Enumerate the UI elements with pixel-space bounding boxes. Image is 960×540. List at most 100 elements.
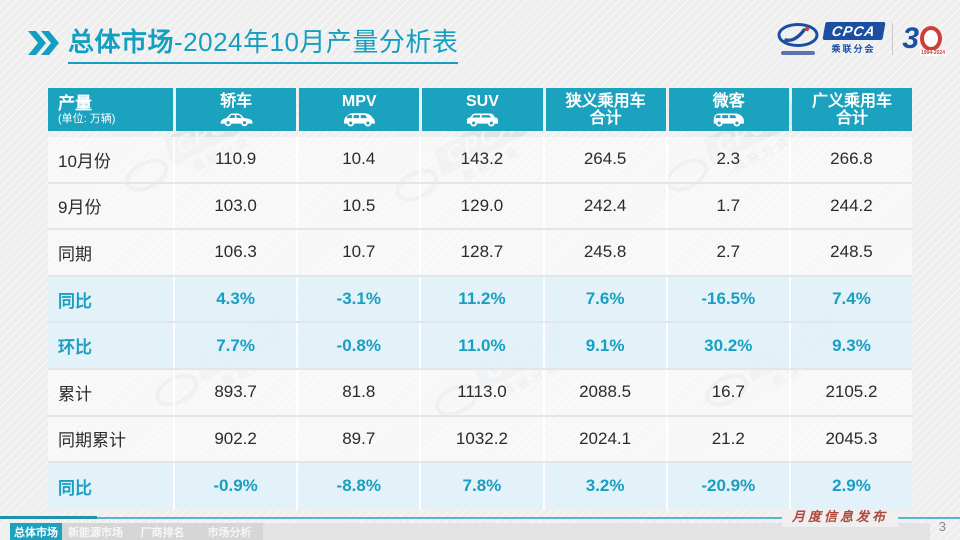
table-cell: 143.2	[419, 137, 543, 182]
cpca-badge-subtitle: 乘联分会	[831, 44, 876, 54]
table-row: 同比 4.3% -3.1% 11.2% 7.6% -16.5% 7.4%	[48, 276, 913, 324]
mpv-icon	[341, 111, 378, 127]
table-cell: 3.2%	[542, 463, 666, 510]
table-cell: -3.1%	[296, 276, 420, 322]
table-cell: -8.8%	[296, 463, 420, 510]
table-cell: 9.3%	[788, 323, 913, 368]
table-cell: -0.8%	[296, 323, 420, 368]
table-cell: 11.2%	[419, 276, 543, 322]
table-row: 同比 -0.9% -8.8% 7.8% 3.2% -20.9% 2.9%	[48, 463, 913, 510]
page-title-prefix: 总体市场	[68, 27, 175, 57]
row-label: 同比	[48, 276, 173, 322]
table-cell: 81.8	[296, 369, 420, 415]
table-cell: 9.1%	[542, 323, 666, 368]
row-label: 环比	[48, 323, 173, 368]
table-cell: -16.5%	[665, 276, 789, 322]
table-row: 累计 893.7 81.8 1113.0 2088.5 16.7 2105.2	[48, 369, 913, 417]
page-number: 3	[938, 519, 946, 534]
table-cell: 7.8%	[419, 463, 543, 510]
microvan-icon	[710, 111, 747, 127]
footer-tab-bar: 总体市场 新能源市场 厂商排名 市场分析	[10, 523, 930, 540]
table-cell: 2.7	[665, 230, 789, 275]
swoosh-oval-icon	[777, 22, 819, 47]
anniversary-digit-3: 3	[902, 21, 919, 55]
column-header-label: SUV	[465, 92, 499, 110]
table-cell: 103.0	[173, 183, 297, 229]
table-cell: 2.9%	[788, 463, 913, 510]
table-cell: 2088.5	[542, 369, 666, 415]
table-cell: 244.2	[788, 183, 913, 229]
footer-rule-accent	[0, 516, 97, 519]
table-header-row: 产量 (单位: 万辆) 轿车 MPV SUV 狭义乘用车 合计 微客 广义乘用车 合计	[48, 88, 913, 131]
column-header: 微客	[668, 88, 789, 131]
table-cell: 106.3	[173, 230, 297, 275]
table-cell: 7.6%	[542, 276, 666, 322]
page-title: 总体市场-2024年10月产量分析表	[68, 22, 459, 64]
column-header: SUV	[422, 88, 543, 131]
table-cell: 2045.3	[788, 416, 913, 462]
column-header-label: 狭义乘用车	[565, 92, 646, 110]
row-label: 同期	[48, 230, 173, 275]
footer-tab-filler	[263, 523, 930, 540]
table-cell: 10.7	[296, 230, 420, 275]
table-cell: 89.7	[296, 416, 420, 462]
table-cell: 2105.2	[788, 369, 913, 415]
table-cell: 16.7	[665, 369, 789, 415]
slide-header: 总体市场-2024年10月产量分析表	[26, 22, 459, 64]
footer-tab-4[interactable]: 市场分析	[196, 523, 263, 540]
table-row: 同期 106.3 10.7 128.7 245.8 2.7 248.5	[48, 230, 913, 277]
column-header: 轿车	[176, 88, 297, 131]
footer-tab-1[interactable]: 总体市场	[10, 523, 62, 540]
production-table: 产量 (单位: 万辆) 轿车 MPV SUV 狭义乘用车 合计 微客 广义乘用车 合计 10月…	[48, 88, 913, 510]
table-cell: 242.4	[542, 183, 666, 229]
table-cell: 11.0%	[419, 323, 543, 368]
anniversary-30-logo: 3 1994-2024	[902, 21, 946, 56]
table-cell: 1.7	[665, 183, 789, 229]
table-cell: 7.4%	[788, 276, 913, 322]
column-header-label: MPV	[341, 92, 377, 110]
suv-icon	[464, 111, 501, 127]
table-cell: 30.2%	[665, 323, 789, 368]
row-label: 同期累计	[48, 416, 173, 462]
table-cell: 129.0	[419, 183, 543, 229]
row-label: 9月份	[48, 183, 173, 229]
corner-unit: (单位: 万辆)	[58, 112, 116, 125]
footer-tab-2[interactable]: 新能源市场	[62, 523, 129, 540]
cpca-oval-logo	[777, 22, 819, 55]
table-cell: 266.8	[788, 137, 913, 182]
table-cell: 128.7	[419, 230, 543, 275]
table-cell: 2024.1	[542, 416, 666, 462]
table-body: 10月份 110.9 10.4 143.2 264.5 2.3 266.8 9月份 103.0 1…	[48, 137, 913, 510]
table-cell: 1032.2	[419, 416, 543, 462]
column-header: MPV	[299, 88, 420, 131]
cpca-badge: CPCA	[822, 22, 885, 40]
table-cell: 264.5	[542, 137, 666, 182]
table-cell: 7.7%	[173, 323, 297, 368]
double-chevron-icon	[26, 31, 60, 55]
table-cell: 10.4	[296, 137, 420, 182]
table-cell: 1113.0	[419, 369, 543, 415]
column-header: 狭义乘用车 合计	[545, 88, 666, 131]
table-cell: 4.3%	[173, 276, 297, 322]
row-label: 同比	[48, 463, 173, 510]
table-cell: 248.5	[788, 230, 913, 275]
corner-label: 产量	[58, 93, 92, 113]
table-cell: 893.7	[173, 369, 297, 415]
row-label: 10月份	[48, 137, 173, 182]
footer-tab-3[interactable]: 厂商排名	[129, 523, 196, 540]
anniversary-years: 1994-2024	[920, 49, 946, 56]
table-row: 9月份 103.0 10.5 129.0 242.4 1.7 244.2	[48, 183, 913, 231]
table-cell: -0.9%	[173, 463, 297, 510]
logo-subtext-bar	[780, 50, 815, 55]
table-cell: 110.9	[173, 137, 297, 182]
footer-rule-line	[0, 517, 960, 519]
sedan-icon	[218, 111, 255, 127]
table-row: 同期累计 902.2 89.7 1032.2 2024.1 21.2 2045.3	[48, 416, 913, 464]
cpca-logo-group: CPCA 乘联分会 3 1994-2024	[777, 21, 946, 56]
column-header-label-line2: 合计	[835, 109, 868, 127]
table-cell: 245.8	[542, 230, 666, 275]
table-cell: 902.2	[173, 416, 297, 462]
table-corner-cell: 产量 (单位: 万辆)	[48, 88, 173, 131]
table-row: 10月份 110.9 10.4 143.2 264.5 2.3 266.8	[48, 137, 913, 184]
